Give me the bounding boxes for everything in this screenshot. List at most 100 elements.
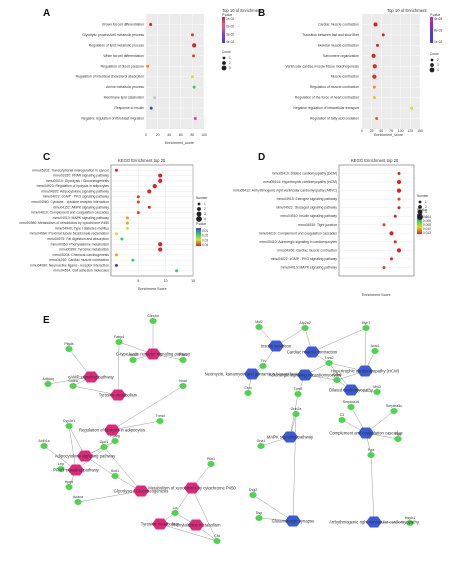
gene-node bbox=[255, 515, 263, 521]
panel-b-data-point bbox=[375, 117, 379, 121]
panel-b-size-legend-label: 3 bbox=[437, 63, 439, 67]
panel-c-category-label: mmu05204: Chemical carcinogenesis bbox=[52, 253, 109, 257]
gene-node bbox=[100, 444, 108, 450]
panel-d-category-label: mmu04610: Complement and coagulation cas… bbox=[259, 231, 338, 235]
gene-node bbox=[65, 484, 73, 490]
gene-node-label: Myh7 bbox=[362, 321, 371, 325]
pathway-node bbox=[145, 348, 161, 360]
panel-a-category-label: Amine metabolic process bbox=[106, 85, 144, 89]
panel-a-category-label: Glycolytic process/cell metabolic proces… bbox=[82, 33, 144, 37]
panel-a-size-legend-label: 3 bbox=[229, 66, 231, 70]
panel-d-data-point bbox=[396, 179, 402, 185]
panel-c-data-point bbox=[158, 173, 163, 178]
gene-node-label: Tnmd bbox=[155, 414, 164, 418]
panel-b-x-tick-label: 75 bbox=[389, 129, 393, 133]
gene-node-label: Ckm bbox=[244, 386, 251, 390]
panel-c-data-point bbox=[125, 226, 129, 230]
panel-e: E Ptgds Adipoq Cidea Clec4d Fabp4 Adrb3 Pck1 Nn… bbox=[38, 314, 420, 544]
panel-b-size-legend-dot bbox=[430, 63, 434, 67]
pathway-node bbox=[366, 516, 382, 528]
panel-b-pvalue-legend-title: P.value bbox=[430, 13, 440, 17]
panel-d-category-label: mmu04922: Glucagon signaling pathway bbox=[276, 206, 338, 210]
gene-node bbox=[390, 408, 398, 414]
panel-c-pvalue-legend-title: P.value bbox=[196, 222, 206, 226]
panel-c-x-tick-label: 15 bbox=[191, 279, 195, 283]
pathway-node-label: Cardiac muscle contraction bbox=[287, 350, 338, 355]
panel-a-data-point bbox=[190, 33, 194, 37]
gene-node bbox=[257, 443, 265, 449]
panel-b-data-point bbox=[372, 64, 377, 69]
panel-c-category-label: mmu04940: Type I diabetes mellitus bbox=[55, 226, 110, 230]
panel-b-category-label: Ventricular cardiac muscle tissue morpho… bbox=[286, 64, 360, 68]
network-edge bbox=[159, 523, 218, 542]
gene-node-label: Gpd1 bbox=[100, 440, 109, 444]
gene-node-label: Adrb3 bbox=[128, 353, 138, 357]
panel-d-category-label: mmu04910: Insulin signaling pathway bbox=[280, 214, 337, 218]
panel-d-pvalue-legend-label: 0.004 bbox=[423, 215, 431, 219]
gene-node bbox=[179, 383, 187, 389]
panel-b-data-point bbox=[409, 106, 413, 110]
panel-d-pvalue-legend-label: 0.012 bbox=[423, 231, 431, 235]
panel-a-category-label: Negative regulation of fibroblast migrat… bbox=[81, 117, 144, 121]
panel-c-size-legend-label: 1 bbox=[204, 202, 206, 206]
gene-node bbox=[57, 466, 65, 472]
pathway-node-label: Tyrosine metabolism bbox=[141, 522, 180, 527]
panel-b-pvalue-legend-bar bbox=[430, 17, 433, 43]
panel-d-data-point bbox=[397, 206, 401, 210]
gene-node-label: Nnat bbox=[179, 379, 187, 383]
gene-node-label: Dsp bbox=[256, 511, 262, 515]
gene-node bbox=[115, 339, 123, 345]
panel-b-category-label: Regulation of the force of heart contrac… bbox=[295, 96, 359, 100]
panel-b-category-label: Skeletal muscle contraction bbox=[318, 43, 359, 47]
panel-a-data-point bbox=[192, 85, 196, 89]
pathway-node bbox=[304, 346, 320, 358]
pathway-node bbox=[343, 384, 359, 396]
network-edge bbox=[311, 327, 367, 353]
gene-node-label: C3 bbox=[340, 413, 345, 417]
panel-c-data-point bbox=[158, 247, 163, 252]
panel-b: B Top 10 of Enrichment Enrichment_score … bbox=[258, 8, 442, 137]
panel-c-data-point bbox=[158, 242, 163, 247]
gene-node bbox=[65, 423, 73, 429]
panel-d-category-label: mmu05412: Arrhythmogenic right ventricul… bbox=[233, 189, 337, 193]
gene-node bbox=[111, 473, 119, 479]
gene-node-label: Ttn bbox=[260, 359, 265, 363]
panel-c-pvalue-legend-bar bbox=[196, 228, 201, 246]
panel-a-xlabel: Enrichment_score bbox=[165, 141, 194, 145]
panel-b-x-tick-label: 25 bbox=[370, 129, 374, 133]
panel-b-x-tick-label: 0 bbox=[361, 129, 363, 133]
pathway-node bbox=[188, 519, 204, 531]
network-edge bbox=[370, 454, 375, 523]
panel-c-size-legend-dot bbox=[196, 216, 202, 222]
gene-node-label: Gria1 bbox=[257, 439, 266, 443]
gene-node-label: Ptgds bbox=[64, 342, 73, 346]
pathway-node-label: Glutamatergic synapse bbox=[272, 519, 315, 524]
panel-d-size-legend-label: 4 bbox=[425, 215, 427, 219]
pathway-node bbox=[358, 427, 374, 439]
panel-c-data-point bbox=[136, 195, 140, 199]
panel-a-category-label: Response to insulin bbox=[114, 106, 144, 110]
network-edge bbox=[111, 385, 184, 431]
network-edge bbox=[103, 446, 142, 492]
panel-d-category-label: mmu05410: Dilated cardiomyopathy (DCM) bbox=[272, 172, 337, 176]
panel-c-data-point bbox=[131, 258, 135, 262]
panel-b-data-point bbox=[372, 96, 376, 100]
panel-c-data-point bbox=[114, 168, 118, 172]
panel-c-data-point bbox=[125, 216, 129, 220]
panel-d-pvalue-legend-label: 0.010 bbox=[423, 227, 431, 231]
panel-b-data-point bbox=[381, 33, 385, 37]
panel-a-pvalue-legend-label: 1e-02 bbox=[226, 17, 234, 21]
gene-node bbox=[259, 363, 267, 369]
panel-a-pvalue-legend-label: 4e-02 bbox=[226, 40, 234, 44]
panel-b-category-label: Regulation of muscle contraction bbox=[310, 85, 359, 89]
panel-b-data-point bbox=[372, 85, 376, 89]
gene-node bbox=[149, 318, 157, 324]
panel-a-pvalue-legend-label: 3e-02 bbox=[226, 32, 234, 36]
panel-b-category-label: Negative regulation of intracellular tra… bbox=[293, 106, 359, 110]
panel-a-data-point bbox=[192, 54, 196, 58]
panel-c-category-label: mmu04152: AMPK signaling pathway bbox=[53, 205, 109, 209]
pathway-node bbox=[83, 371, 99, 383]
pathway-node-label: PPAR signaling pathway bbox=[53, 468, 99, 473]
panel-c-data-point bbox=[125, 221, 129, 225]
panel-d-data-point bbox=[389, 231, 394, 236]
